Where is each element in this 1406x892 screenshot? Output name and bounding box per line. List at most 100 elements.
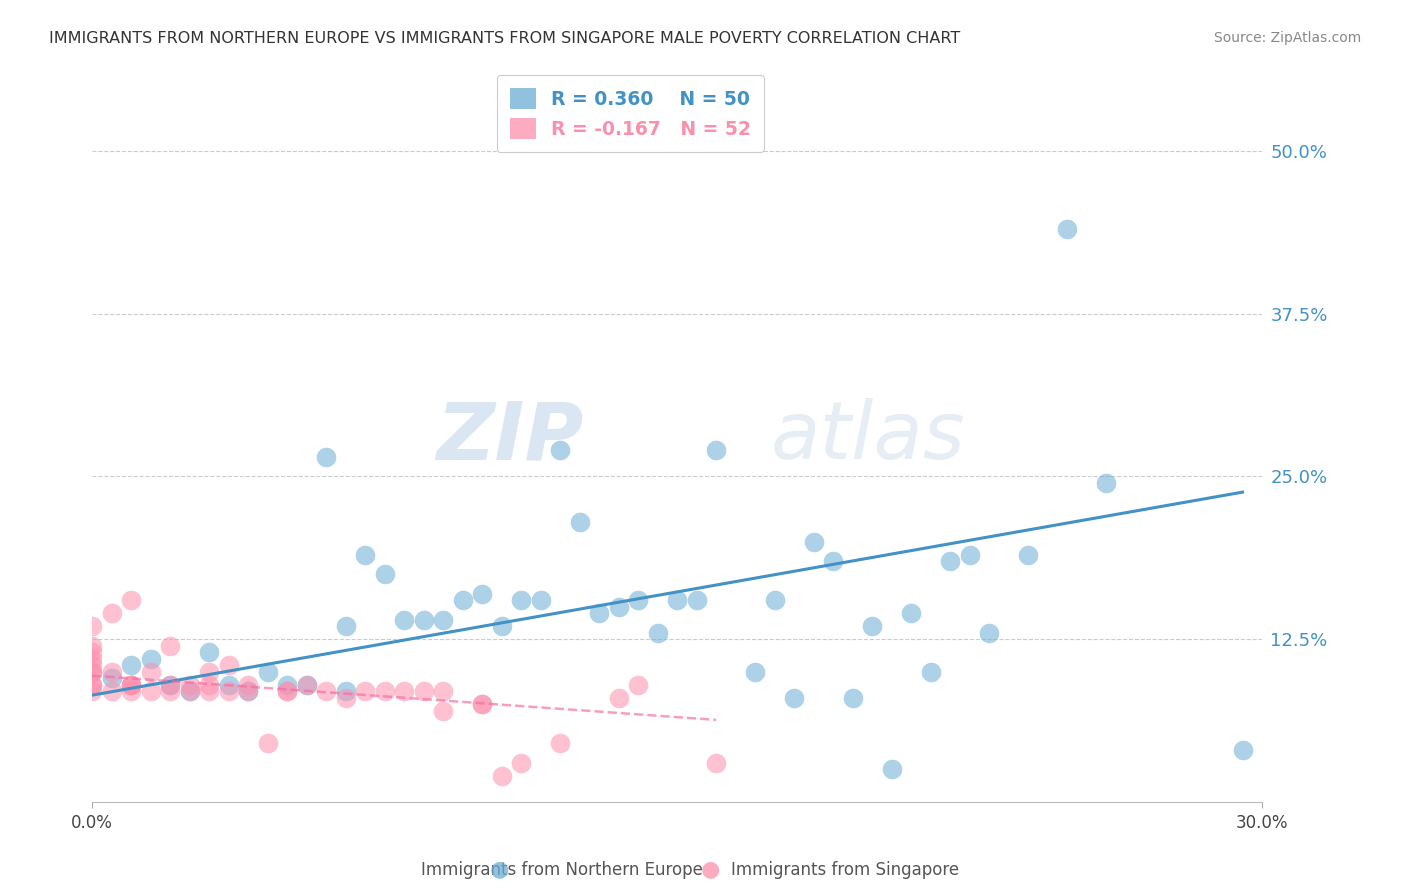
Point: [82, 678, 104, 692]
Point: [82, 665, 104, 679]
Point: [276, 684, 298, 698]
Point: [354, 548, 377, 562]
Point: [627, 678, 650, 692]
Point: [315, 450, 337, 464]
Text: ●: ●: [700, 860, 720, 880]
Point: [159, 678, 181, 692]
Point: [1056, 222, 1078, 236]
Point: [100, 671, 122, 685]
Point: [666, 593, 689, 607]
Point: [510, 756, 533, 770]
Point: [276, 678, 298, 692]
Point: [218, 684, 240, 698]
Point: [627, 593, 650, 607]
Point: [374, 567, 396, 582]
Point: [256, 665, 278, 679]
Point: [451, 593, 474, 607]
Point: [491, 769, 513, 783]
Point: [82, 645, 104, 659]
Point: [82, 658, 104, 673]
Point: [607, 599, 630, 614]
Point: [860, 619, 883, 633]
Point: [236, 684, 259, 698]
Point: [218, 678, 240, 692]
Point: [159, 684, 181, 698]
Point: [276, 684, 298, 698]
Point: [412, 684, 434, 698]
Point: [335, 690, 357, 705]
Point: [392, 684, 415, 698]
Point: [256, 736, 278, 750]
Point: [588, 606, 610, 620]
Point: [198, 684, 221, 698]
Point: [120, 678, 142, 692]
Point: [179, 684, 201, 698]
Text: Immigrants from Singapore: Immigrants from Singapore: [731, 861, 959, 879]
Point: [432, 704, 454, 718]
Point: [510, 593, 533, 607]
Point: [82, 678, 104, 692]
Point: [218, 658, 240, 673]
Point: [179, 678, 201, 692]
Point: [704, 756, 727, 770]
Point: [295, 678, 318, 692]
Text: ●: ●: [489, 860, 509, 880]
Point: [82, 651, 104, 665]
Point: [548, 443, 571, 458]
Point: [1232, 743, 1254, 757]
Point: [139, 684, 162, 698]
Point: [900, 606, 922, 620]
Text: IMMIGRANTS FROM NORTHERN EUROPE VS IMMIGRANTS FROM SINGAPORE MALE POVERTY CORREL: IMMIGRANTS FROM NORTHERN EUROPE VS IMMIG…: [49, 31, 960, 46]
Point: [139, 651, 162, 665]
Point: [335, 684, 357, 698]
Point: [198, 678, 221, 692]
Point: [803, 534, 825, 549]
Point: [823, 554, 845, 568]
Point: [530, 593, 553, 607]
Text: atlas: atlas: [770, 399, 966, 476]
Point: [491, 619, 513, 633]
Point: [82, 665, 104, 679]
Point: [880, 763, 903, 777]
Point: [82, 639, 104, 653]
Point: [315, 684, 337, 698]
Point: [120, 678, 142, 692]
Point: [685, 593, 707, 607]
Point: [374, 684, 396, 698]
Text: ZIP: ZIP: [436, 399, 583, 476]
Point: [568, 515, 591, 529]
Point: [120, 684, 142, 698]
Point: [412, 613, 434, 627]
Legend: R = 0.360    N = 50, R = -0.167   N = 52: R = 0.360 N = 50, R = -0.167 N = 52: [496, 75, 763, 152]
Point: [704, 443, 727, 458]
Point: [159, 639, 181, 653]
Point: [783, 690, 806, 705]
Point: [120, 658, 142, 673]
Point: [1095, 475, 1118, 490]
Point: [841, 690, 863, 705]
Point: [100, 684, 122, 698]
Point: [335, 619, 357, 633]
Point: [159, 678, 181, 692]
Point: [198, 645, 221, 659]
Point: [236, 678, 259, 692]
Point: [471, 698, 494, 712]
Point: [607, 690, 630, 705]
Point: [959, 548, 981, 562]
Point: [82, 619, 104, 633]
Point: [82, 684, 104, 698]
Point: [432, 684, 454, 698]
Point: [354, 684, 377, 698]
Point: [120, 678, 142, 692]
Point: [647, 625, 669, 640]
Point: [744, 665, 766, 679]
Point: [471, 587, 494, 601]
Point: [139, 665, 162, 679]
Point: [198, 665, 221, 679]
Point: [392, 613, 415, 627]
Point: [548, 736, 571, 750]
Point: [100, 606, 122, 620]
Point: [763, 593, 786, 607]
Point: [1017, 548, 1039, 562]
Point: [471, 698, 494, 712]
